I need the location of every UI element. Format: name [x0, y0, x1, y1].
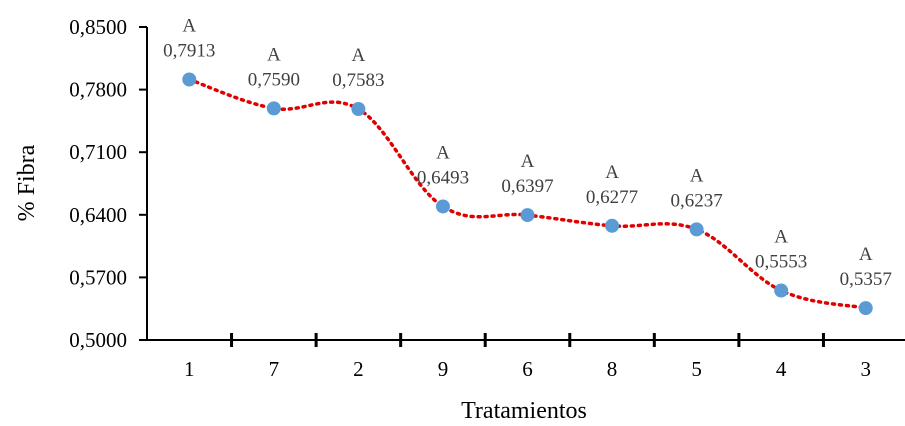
data-label: 0,5553 [755, 252, 807, 273]
data-point [520, 208, 535, 223]
data-label: 0,7913 [163, 40, 215, 61]
data-label: 0,6277 [586, 187, 638, 208]
group-label: A [690, 165, 704, 186]
data-points-layer [182, 72, 873, 316]
y-tick-label: 0,8500 [69, 15, 127, 39]
x-tick-label: 7 [269, 357, 280, 381]
x-tick-label: 6 [522, 357, 533, 381]
x-tick-label: 8 [607, 357, 618, 381]
data-label: 0,5357 [840, 269, 892, 290]
x-tick-label: 2 [353, 357, 364, 381]
y-tick-label: 0,6400 [69, 203, 127, 227]
group-label: A [605, 162, 619, 183]
x-tick-label: 9 [438, 357, 449, 381]
data-label: 0,7590 [248, 69, 300, 90]
x-tick-label: 3 [860, 357, 871, 381]
group-label: A [774, 227, 788, 248]
data-point [182, 72, 197, 87]
group-label: A [436, 142, 450, 163]
data-point [435, 199, 450, 214]
data-labels-layer: A 0,7913 A 0,7590 A 0,7583 A 0,6493 A 0,6397 A 0,62… [163, 15, 892, 290]
data-label: 0,6237 [670, 190, 722, 211]
group-label: A [352, 45, 366, 66]
data-point [605, 218, 620, 233]
x-axis-title: Tratamientos [461, 398, 587, 424]
data-point [266, 101, 281, 116]
y-tick-label: 0,7100 [69, 140, 127, 164]
group-label: A [859, 244, 873, 265]
data-label: 0,6493 [417, 167, 469, 188]
y-axis-title: % Fibra [14, 144, 40, 221]
data-label: 0,7583 [332, 70, 384, 91]
y-tick-label: 0,5700 [69, 265, 127, 289]
data-point [858, 301, 873, 316]
x-tick-label: 1 [184, 357, 195, 381]
y-tick-label: 0,7800 [69, 78, 127, 102]
data-point [774, 283, 789, 298]
x-tick-label: 4 [776, 357, 787, 381]
data-point [351, 102, 366, 117]
group-label: A [182, 15, 196, 36]
data-point [689, 222, 704, 237]
group-label: A [267, 44, 281, 65]
data-label: 0,6397 [501, 176, 553, 197]
y-axis: 0,5000 0,5700 0,6400 0,7100 0,7800 0,8500 [69, 15, 148, 352]
y-tick-label: 0,5000 [69, 328, 127, 352]
group-label: A [521, 151, 535, 172]
x-axis: 1 7 2 9 6 8 5 4 3 [147, 333, 905, 381]
x-tick-label: 5 [691, 357, 702, 381]
